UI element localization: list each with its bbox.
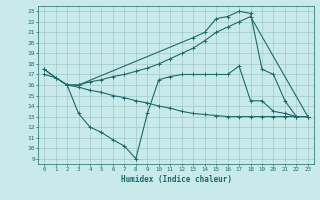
X-axis label: Humidex (Indice chaleur): Humidex (Indice chaleur): [121, 175, 231, 184]
